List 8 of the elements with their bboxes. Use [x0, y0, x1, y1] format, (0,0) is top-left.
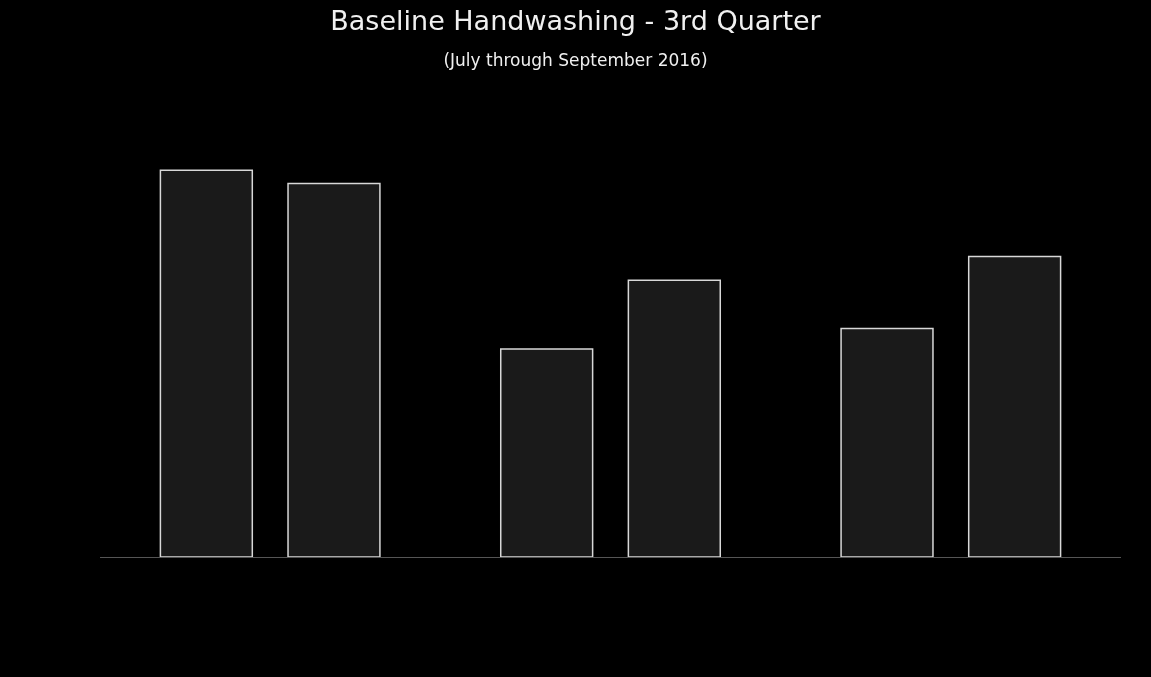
bar — [840, 327, 934, 557]
chart-subtitle: (July through September 2016) — [443, 49, 708, 70]
bar — [159, 169, 254, 557]
bar — [967, 255, 1062, 557]
bar — [287, 182, 381, 557]
bar — [627, 279, 722, 557]
bar — [499, 348, 594, 557]
chart-title: Baseline Handwashing - 3rd Quarter — [330, 5, 822, 37]
